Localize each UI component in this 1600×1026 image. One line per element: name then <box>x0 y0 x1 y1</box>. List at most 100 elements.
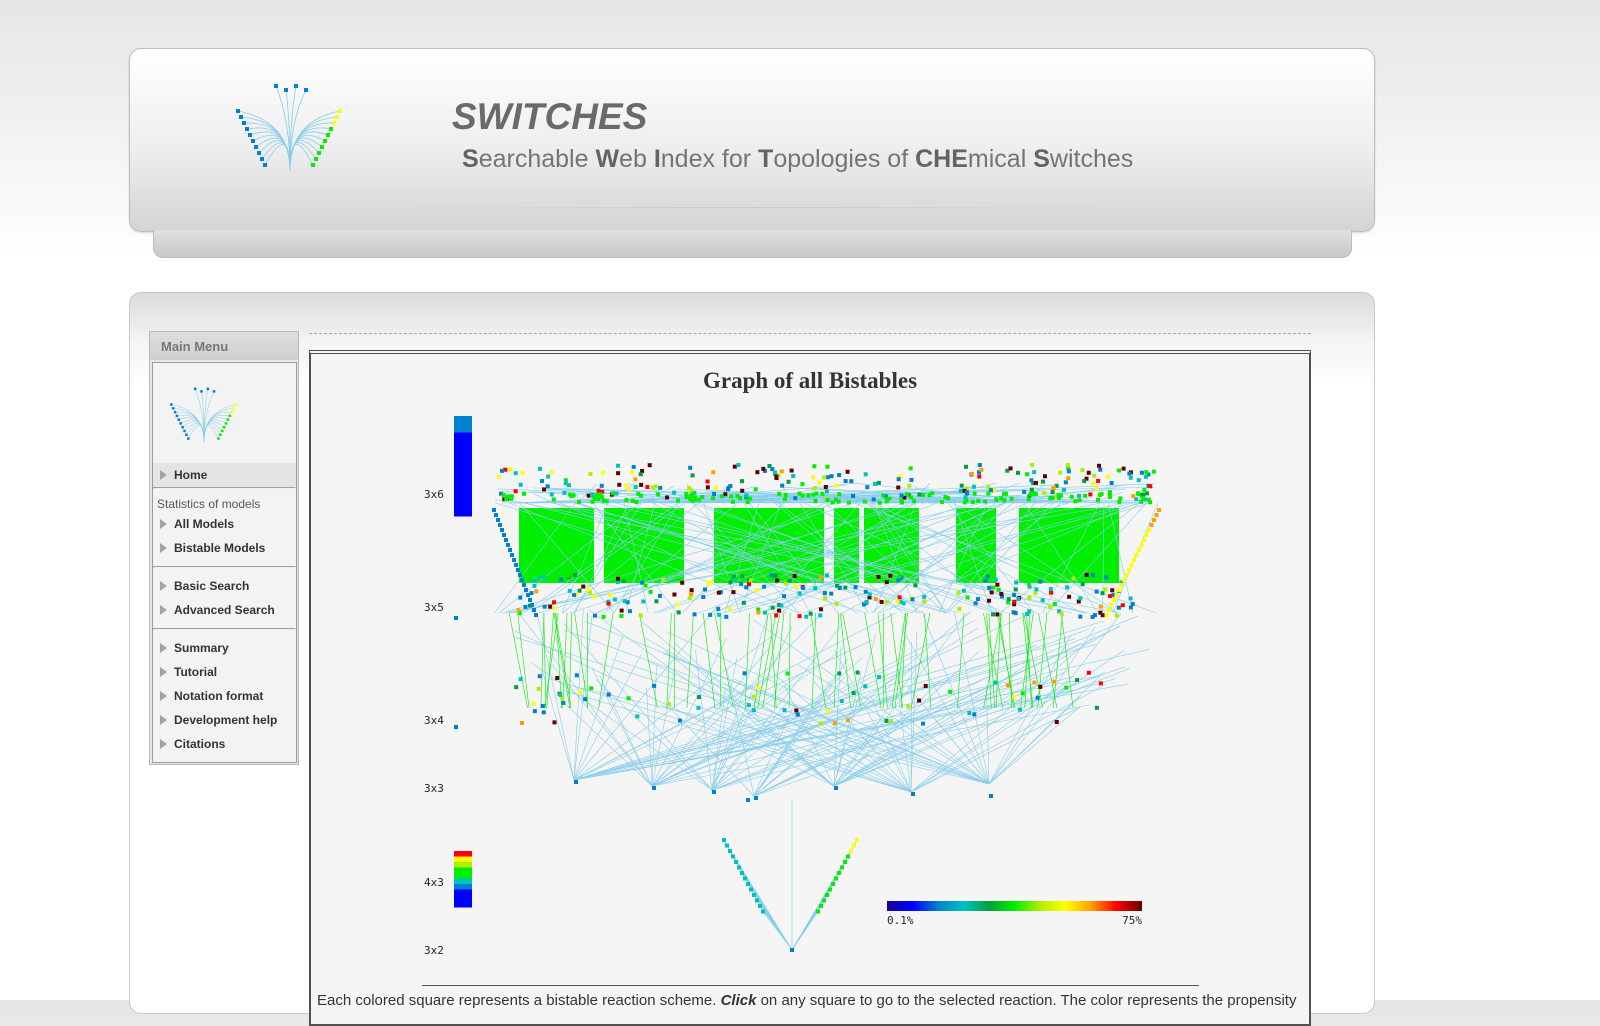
reaction-square[interactable] <box>550 492 554 496</box>
reaction-square[interactable] <box>501 493 505 497</box>
reaction-square[interactable] <box>1002 498 1006 502</box>
reaction-square[interactable] <box>519 483 523 487</box>
reaction-square[interactable] <box>855 838 859 842</box>
reaction-square[interactable] <box>1034 481 1038 485</box>
reaction-square[interactable] <box>763 611 767 615</box>
reaction-square[interactable] <box>685 495 689 499</box>
reaction-square[interactable] <box>798 591 802 595</box>
reaction-square[interactable] <box>1087 471 1091 475</box>
reaction-square[interactable] <box>749 888 753 892</box>
reaction-square[interactable] <box>811 493 815 497</box>
reaction-square[interactable] <box>977 475 981 479</box>
reaction-square[interactable] <box>645 485 649 489</box>
reaction-square[interactable] <box>888 574 892 578</box>
reaction-square[interactable] <box>793 574 797 578</box>
reaction-square[interactable] <box>1101 591 1105 595</box>
reaction-square[interactable] <box>771 606 775 610</box>
reaction-square[interactable] <box>1007 597 1011 601</box>
reaction-square[interactable] <box>794 585 798 589</box>
reaction-square[interactable] <box>797 492 801 496</box>
reaction-square[interactable] <box>701 595 705 599</box>
reaction-square[interactable] <box>874 597 878 601</box>
reaction-square[interactable] <box>497 475 501 479</box>
reaction-square[interactable] <box>856 671 860 675</box>
reaction-square[interactable] <box>1148 484 1152 488</box>
reaction-square[interactable] <box>1051 579 1055 583</box>
reaction-square[interactable] <box>889 719 893 723</box>
reaction-square[interactable] <box>717 613 721 617</box>
reaction-square[interactable] <box>688 596 692 600</box>
menu-item-advanced-search[interactable]: Advanced Search <box>153 598 296 622</box>
reaction-square[interactable] <box>541 704 545 708</box>
reaction-square[interactable] <box>723 492 727 496</box>
reaction-square[interactable] <box>731 855 735 859</box>
reaction-square[interactable] <box>921 722 925 726</box>
reaction-square[interactable] <box>1096 498 1100 502</box>
reaction-square[interactable] <box>1095 706 1099 710</box>
reaction-square[interactable] <box>1142 538 1146 542</box>
reaction-square[interactable] <box>1117 500 1121 504</box>
reaction-square[interactable] <box>740 479 744 483</box>
reaction-square[interactable] <box>835 602 839 606</box>
reaction-square[interactable] <box>639 483 643 487</box>
reaction-square[interactable] <box>1097 464 1101 468</box>
reaction-square[interactable] <box>1145 491 1149 495</box>
reaction-square[interactable] <box>843 860 847 864</box>
reaction-square[interactable] <box>1135 553 1139 557</box>
reaction-square[interactable] <box>825 893 829 897</box>
reaction-square[interactable] <box>677 610 681 614</box>
reaction-square[interactable] <box>873 482 877 486</box>
reaction-square[interactable] <box>1030 488 1034 492</box>
reaction-square[interactable] <box>806 493 810 497</box>
menu-item-development-help[interactable]: Development help <box>153 708 296 732</box>
reaction-square[interactable] <box>559 578 563 582</box>
reaction-square[interactable] <box>574 780 578 784</box>
reaction-square[interactable] <box>784 582 788 586</box>
reaction-square[interactable] <box>500 528 504 532</box>
reaction-square[interactable] <box>868 592 872 596</box>
reaction-square[interactable] <box>514 685 518 689</box>
reaction-square[interactable] <box>1142 488 1146 492</box>
reaction-square[interactable] <box>972 485 976 489</box>
reaction-square[interactable] <box>833 721 837 725</box>
reaction-square[interactable] <box>1141 496 1145 500</box>
reaction-square[interactable] <box>607 692 611 696</box>
reaction-square[interactable] <box>1139 500 1143 504</box>
reaction-square[interactable] <box>1032 681 1036 685</box>
reaction-square[interactable] <box>492 508 496 512</box>
reaction-square[interactable] <box>508 467 512 471</box>
reaction-square[interactable] <box>825 489 829 493</box>
reaction-square[interactable] <box>678 719 682 723</box>
reaction-square[interactable] <box>498 523 502 527</box>
reaction-square[interactable] <box>627 488 631 492</box>
reaction-square[interactable] <box>607 602 611 606</box>
reaction-square[interactable] <box>743 671 747 675</box>
reaction-square[interactable] <box>851 494 855 498</box>
reaction-square[interactable] <box>454 725 458 729</box>
reaction-square[interactable] <box>1022 490 1026 494</box>
reaction-square[interactable] <box>1152 470 1156 474</box>
reaction-square[interactable] <box>905 492 909 496</box>
reaction-square[interactable] <box>586 587 590 591</box>
reaction-square[interactable] <box>829 592 833 596</box>
reaction-square[interactable] <box>752 893 756 897</box>
reaction-square[interactable] <box>627 696 631 700</box>
reaction-square[interactable] <box>1122 578 1126 582</box>
reaction-square[interactable] <box>1064 480 1068 484</box>
reaction-square[interactable] <box>542 487 546 491</box>
reaction-square[interactable] <box>740 871 744 875</box>
reaction-square[interactable] <box>1066 463 1070 467</box>
reaction-square[interactable] <box>558 693 562 697</box>
reaction-square[interactable] <box>743 877 747 881</box>
reaction-square[interactable] <box>834 786 838 790</box>
reaction-square[interactable] <box>543 605 547 609</box>
reaction-square[interactable] <box>532 702 536 706</box>
reaction-square[interactable] <box>1110 603 1114 607</box>
reaction-square[interactable] <box>521 471 525 475</box>
reaction-square[interactable] <box>790 469 794 473</box>
reaction-square[interactable] <box>801 586 805 590</box>
reaction-square[interactable] <box>988 578 992 582</box>
reaction-square[interactable] <box>1033 591 1037 595</box>
reaction-square[interactable] <box>628 609 632 613</box>
reaction-square[interactable] <box>818 481 822 485</box>
